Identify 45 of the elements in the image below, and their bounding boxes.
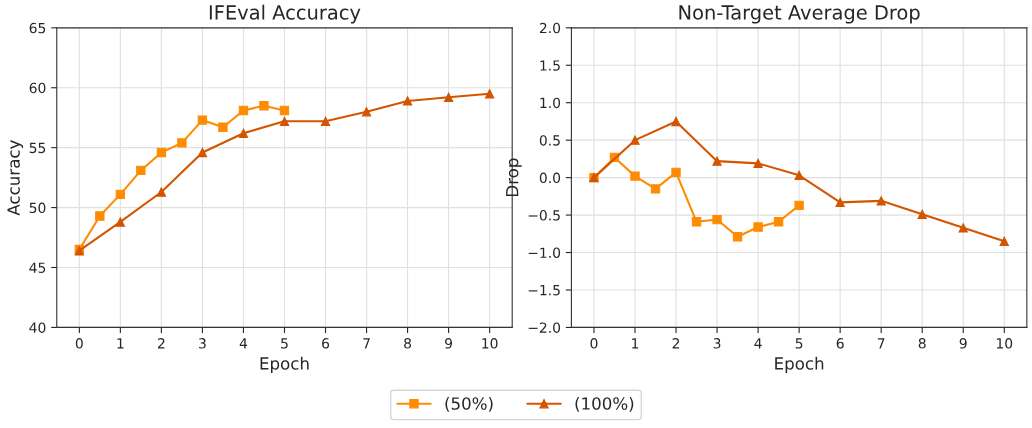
x-tick-label: 8 <box>918 338 926 349</box>
x-tick-label: 9 <box>445 338 453 349</box>
y-tick-label: 45 <box>29 262 46 273</box>
chart-title: Non-Target Average Drop <box>679 5 920 24</box>
x-tick-label: 2 <box>672 338 680 349</box>
y-axis-title: Drop <box>506 158 522 197</box>
x-tick-label: 7 <box>877 338 885 349</box>
legend-label: (50%) <box>445 396 493 412</box>
y-tick-label: −2.0 <box>528 322 561 333</box>
x-tick-label: 7 <box>363 338 370 349</box>
x-tick-label: 1 <box>632 338 639 349</box>
y-tick-label: 50 <box>29 202 46 214</box>
x-tick-label: 3 <box>713 338 721 349</box>
x-tick-label: 8 <box>404 338 412 349</box>
y-tick-label: 40 <box>29 322 46 333</box>
y-tick-label: 0.5 <box>539 135 560 146</box>
y-tick-label: 1.5 <box>540 60 560 71</box>
y-tick-label: 0.0 <box>539 172 561 184</box>
x-tick-label: 0 <box>590 338 598 349</box>
y-axis-title: Accuracy <box>7 140 24 216</box>
y-tick-label: 65 <box>29 22 46 34</box>
x-axis-title: Epoch <box>775 356 824 373</box>
y-tick-label: −1.0 <box>528 247 561 258</box>
x-tick-label: 3 <box>199 338 206 349</box>
x-tick-label: 4 <box>754 338 762 349</box>
y-tick-label: −0.5 <box>528 210 560 221</box>
x-tick-label: 9 <box>959 338 967 349</box>
y-tick-label: 2.0 <box>539 22 561 34</box>
x-tick-label: 10 <box>482 338 498 349</box>
legend-label: (100%) <box>575 396 634 412</box>
x-tick-label: 2 <box>157 338 165 349</box>
x-axis-title: Epoch <box>260 356 309 373</box>
y-tick-label: 55 <box>29 142 46 154</box>
x-tick-label: 1 <box>117 338 124 349</box>
y-tick-label: −1.5 <box>528 285 560 296</box>
x-tick-label: 0 <box>75 338 83 349</box>
y-tick-label: 60 <box>29 82 46 94</box>
x-tick-label: 4 <box>239 338 248 349</box>
chart-title: IFEval Accuracy <box>209 4 361 24</box>
x-tick-label: 6 <box>836 338 844 349</box>
x-tick-label: 6 <box>322 338 330 349</box>
x-tick-label: 5 <box>795 338 803 349</box>
x-tick-label: 10 <box>996 338 1013 349</box>
y-tick-label: 1.0 <box>540 97 561 109</box>
x-tick-label: 5 <box>281 338 288 349</box>
